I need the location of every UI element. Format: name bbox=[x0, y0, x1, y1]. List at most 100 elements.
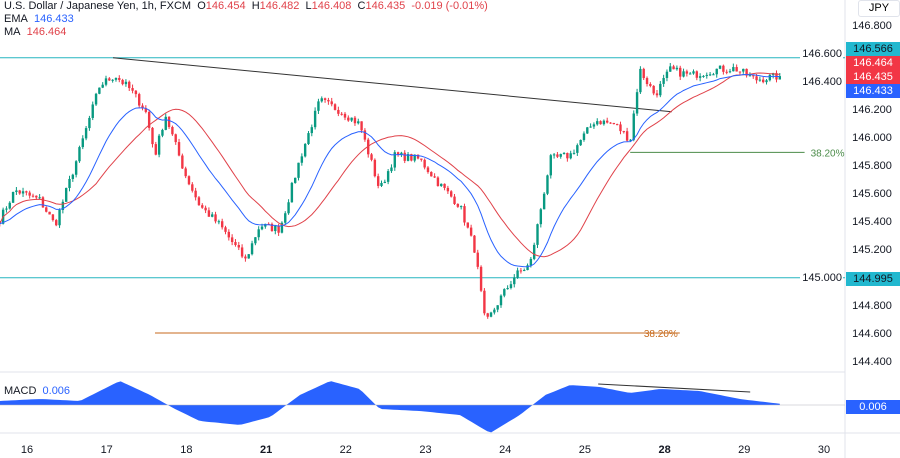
candle-body bbox=[708, 74, 712, 76]
ema-legend[interactable]: EMA 146.433 bbox=[4, 13, 74, 25]
candle-body bbox=[542, 193, 546, 210]
candle-body bbox=[722, 65, 725, 72]
fib-level-label: 38.20% bbox=[811, 148, 845, 159]
candle-body bbox=[688, 73, 692, 75]
candle-body bbox=[327, 99, 330, 102]
candle-body bbox=[171, 126, 174, 135]
candle-body bbox=[629, 139, 632, 141]
candle-body bbox=[443, 183, 446, 188]
candle-body bbox=[718, 65, 722, 69]
high-value: 146.482 bbox=[259, 0, 300, 12]
macd-area bbox=[0, 381, 780, 433]
candle-body bbox=[426, 167, 430, 173]
candle-body bbox=[612, 122, 616, 125]
price-label-support: 144.995 bbox=[846, 272, 900, 286]
y-tick-backing bbox=[800, 74, 843, 87]
candle-body bbox=[642, 68, 645, 79]
candle-body bbox=[194, 190, 197, 198]
candle-body bbox=[596, 121, 599, 125]
candle-body bbox=[161, 129, 164, 136]
candle-body bbox=[752, 75, 755, 77]
candle-body bbox=[450, 191, 453, 197]
candle-body bbox=[237, 245, 240, 248]
candle-body bbox=[88, 117, 91, 129]
candle-body bbox=[201, 205, 204, 208]
y-tick-label: 146.200 bbox=[852, 104, 892, 116]
candle-body bbox=[134, 90, 138, 95]
candle-body bbox=[645, 78, 649, 85]
candle-body bbox=[602, 120, 606, 125]
candle-body bbox=[383, 181, 387, 183]
candle-body bbox=[290, 182, 294, 203]
currency-button[interactable]: JPY bbox=[858, 0, 900, 17]
candle-body bbox=[48, 211, 51, 215]
candle-body bbox=[509, 284, 513, 288]
fib-level-label: 38.20% bbox=[644, 329, 678, 340]
candle-body bbox=[217, 221, 221, 223]
candle-body bbox=[463, 206, 466, 223]
ma-legend[interactable]: MA 146.464 bbox=[4, 26, 66, 38]
candle-body bbox=[121, 79, 124, 85]
candle-body bbox=[682, 71, 685, 77]
candle-body bbox=[18, 190, 21, 194]
candle-body bbox=[191, 184, 194, 191]
candle-body bbox=[330, 101, 333, 105]
candle-body bbox=[11, 191, 15, 203]
candle-body bbox=[430, 172, 433, 177]
candle-body bbox=[748, 75, 752, 77]
candle-body bbox=[21, 191, 25, 194]
price-label-level: 146.566 bbox=[846, 42, 900, 56]
candle-body bbox=[323, 98, 327, 100]
candle-body bbox=[476, 252, 479, 267]
low-value: 146.408 bbox=[311, 0, 352, 12]
candle-body bbox=[519, 270, 523, 272]
candle-body bbox=[367, 139, 370, 155]
candle-body bbox=[28, 192, 31, 196]
candle-body bbox=[98, 87, 101, 94]
x-tick-label: 18 bbox=[180, 444, 192, 456]
macd-legend[interactable]: MACD 0.006 bbox=[4, 385, 70, 397]
candle-body bbox=[310, 127, 313, 134]
candle-body bbox=[84, 128, 88, 139]
candle-body bbox=[665, 71, 669, 78]
candle-body bbox=[516, 270, 519, 278]
candle-body bbox=[373, 159, 377, 177]
ma-line bbox=[0, 72, 780, 258]
candle-body bbox=[157, 135, 161, 155]
candle-body bbox=[124, 81, 128, 85]
candle-body bbox=[31, 195, 35, 197]
candle-body bbox=[506, 287, 509, 290]
candle-body bbox=[503, 289, 506, 296]
candle-body bbox=[702, 75, 705, 77]
y-tick-backing bbox=[800, 46, 843, 59]
candle-body bbox=[416, 154, 420, 159]
y-tick-label: 145.800 bbox=[852, 160, 892, 172]
candle-body bbox=[360, 121, 363, 131]
candle-body bbox=[420, 158, 423, 160]
y-tick-label: 146.800 bbox=[852, 20, 892, 32]
candle-body bbox=[659, 83, 662, 96]
candle-body bbox=[758, 79, 762, 81]
candle-body bbox=[606, 120, 609, 123]
trend-line bbox=[112, 57, 672, 113]
ema-value: 146.433 bbox=[33, 13, 74, 25]
candle-body bbox=[5, 208, 8, 210]
candle-body bbox=[589, 126, 592, 128]
candle-body bbox=[582, 133, 586, 140]
ema-label: EMA bbox=[4, 13, 28, 25]
candle-body bbox=[386, 171, 390, 182]
candle-body bbox=[440, 183, 443, 187]
candle-body bbox=[738, 71, 742, 73]
candle-body bbox=[745, 68, 748, 76]
candle-body bbox=[446, 187, 450, 192]
candle-body bbox=[313, 110, 317, 128]
candle-body bbox=[586, 127, 589, 134]
symbol-title: U.S. Dollar / Japanese Yen, 1h, FXCM bbox=[4, 0, 192, 12]
candle-body bbox=[556, 154, 559, 157]
candle-body bbox=[453, 196, 456, 204]
candle-body bbox=[569, 153, 572, 159]
candle-body bbox=[81, 138, 84, 148]
candle-body bbox=[64, 187, 68, 202]
y-tick-label: 144.600 bbox=[852, 328, 892, 340]
